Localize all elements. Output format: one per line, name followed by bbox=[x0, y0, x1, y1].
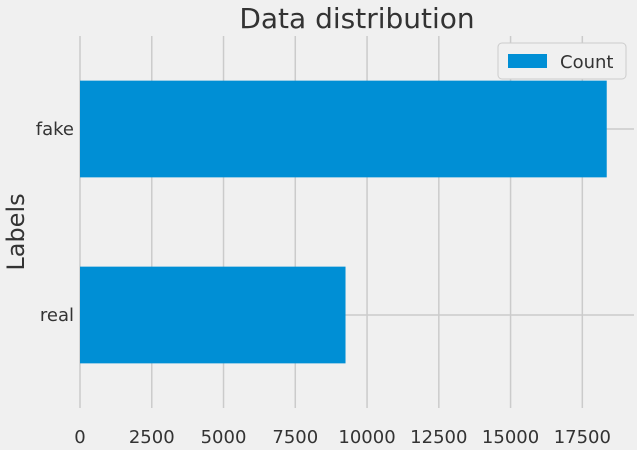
x-tick-label: 10000 bbox=[338, 427, 395, 448]
x-tick-label: 17500 bbox=[554, 427, 611, 448]
legend: Count bbox=[497, 42, 627, 80]
x-tick-label: 5000 bbox=[201, 427, 247, 448]
bar-real bbox=[80, 266, 346, 364]
x-tick-label: 12500 bbox=[410, 427, 467, 448]
legend-label: Count bbox=[560, 52, 613, 73]
legend-swatch bbox=[508, 54, 547, 68]
category-labels: fake real bbox=[36, 119, 74, 326]
x-axis-ticks: 0 2500 5000 7500 10000 12500 15000 17500 bbox=[74, 427, 611, 448]
legend-box bbox=[497, 42, 627, 80]
x-tick-label: 15000 bbox=[482, 427, 539, 448]
category-label-real: real bbox=[40, 305, 74, 326]
x-tick-label: 2500 bbox=[129, 427, 175, 448]
bars bbox=[80, 80, 607, 364]
y-axis-label: Labels bbox=[2, 193, 30, 270]
chart-title: Data distribution bbox=[239, 2, 474, 35]
category-label-fake: fake bbox=[36, 119, 74, 140]
bar-fake bbox=[80, 80, 607, 178]
x-tick-label: 7500 bbox=[272, 427, 318, 448]
x-tick-label: 0 bbox=[74, 427, 85, 448]
